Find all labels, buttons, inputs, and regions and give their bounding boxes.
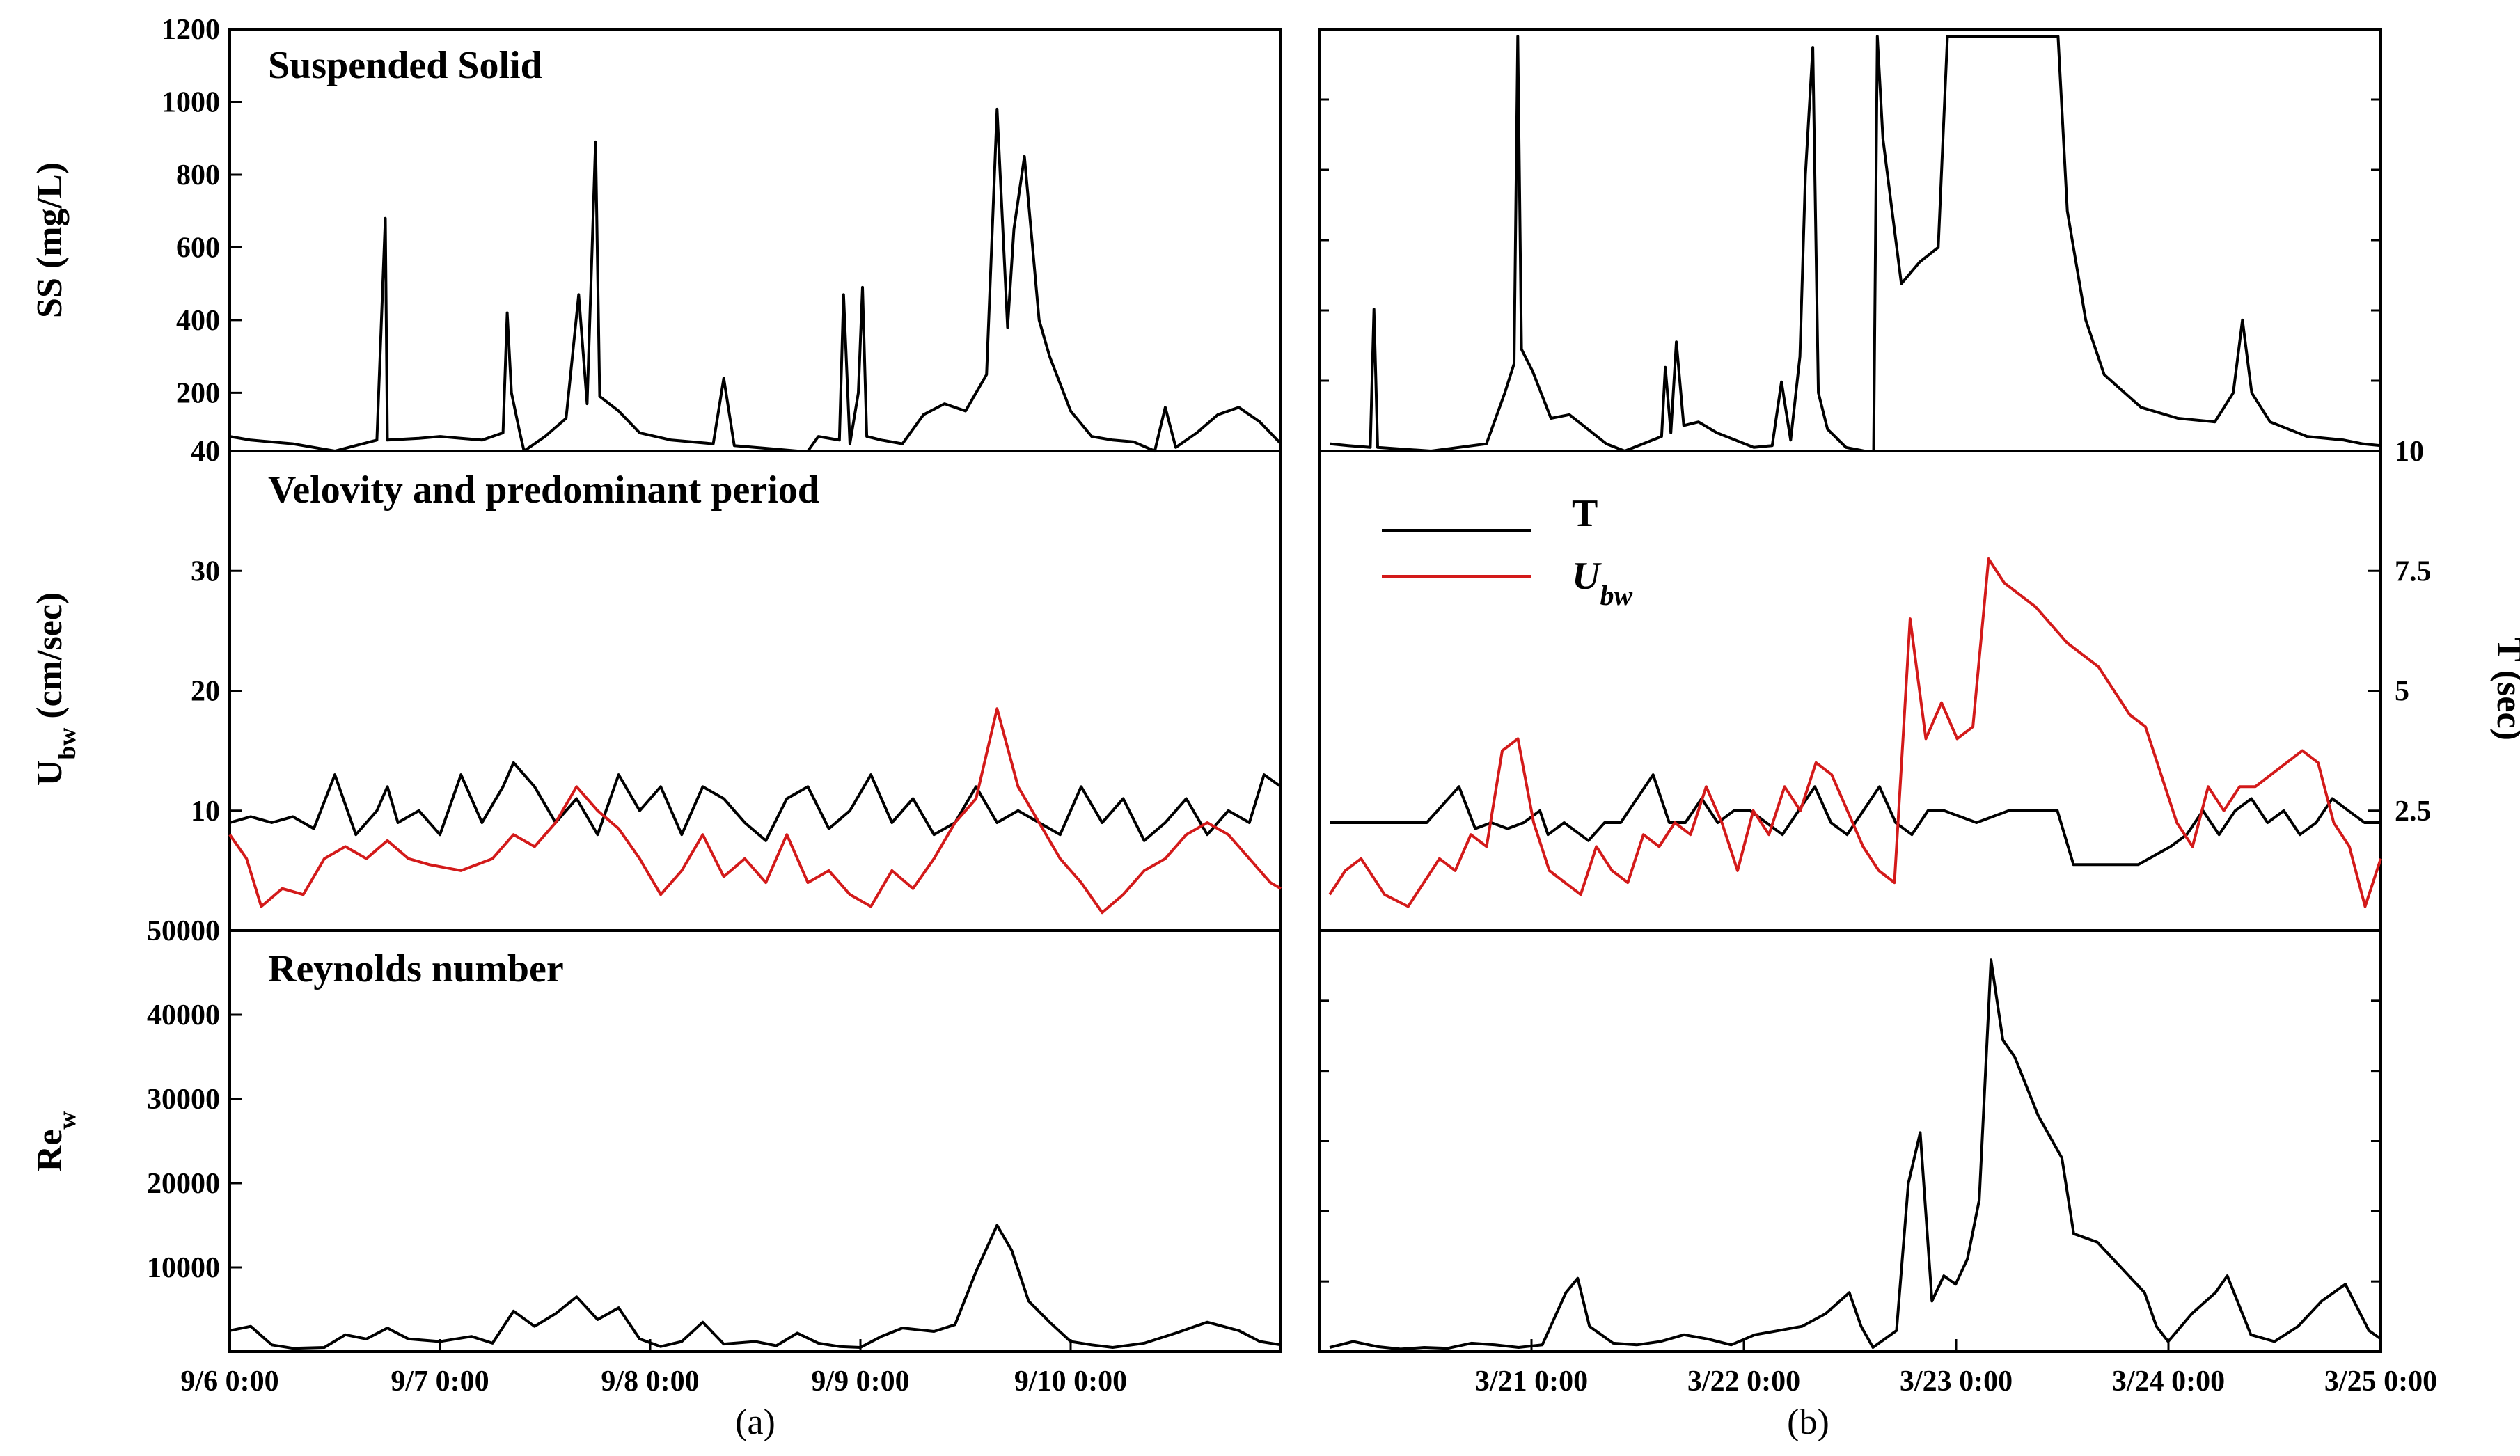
- y-tick-label: 50000: [147, 915, 220, 947]
- y-tick-label: 2.5: [2395, 796, 2432, 828]
- x-tick-label: 9/8 0:00: [601, 1366, 699, 1398]
- ss-title: Suspended Solid: [268, 44, 542, 87]
- T-series-a: [229, 761, 1282, 842]
- legend-T-label: T: [1572, 492, 1598, 535]
- T-series-b: [1330, 773, 2381, 867]
- y-tick-label: 800: [176, 159, 220, 191]
- y-tick-label: 10: [2395, 436, 2424, 468]
- re-sub: w: [53, 1111, 81, 1130]
- x-tick-label: 3/21 0:00: [1475, 1366, 1588, 1398]
- y-tick-label: 600: [176, 232, 220, 264]
- y-tick-label: 20: [191, 676, 220, 708]
- panel-label-a: (a): [735, 1402, 775, 1442]
- x-tick-label: 9/9 0:00: [811, 1366, 909, 1398]
- ubw-rest: (cm/sec): [30, 592, 70, 728]
- x-tick-label: 9/7 0:00: [391, 1366, 489, 1398]
- U-series-a: [228, 707, 1282, 915]
- y-tick-label: 200: [176, 377, 220, 409]
- ss-series-b: [1329, 35, 2381, 452]
- y-tick-label: 30000: [147, 1084, 220, 1116]
- ss-axis-title: SS (mg/L): [30, 162, 70, 318]
- x-tick-label: 9/6 0:00: [180, 1366, 278, 1398]
- t-axis-title: T (sec): [2489, 638, 2520, 741]
- y-tick-label: 20000: [147, 1168, 220, 1200]
- re-main: Re: [30, 1130, 70, 1172]
- y-tick-label: 40: [191, 436, 220, 468]
- panel-label-b: (b): [1787, 1402, 1829, 1442]
- y-tick-label: 7.5: [2395, 555, 2432, 587]
- ubw-main: U: [30, 760, 70, 786]
- legend-U-main: U: [1572, 555, 1602, 598]
- x-tick-label: 3/23 0:00: [1900, 1366, 2013, 1398]
- x-tick-label: 3/22 0:00: [1687, 1366, 1800, 1398]
- re-title: Reynolds number: [268, 947, 564, 990]
- y-tick-label: 1000: [162, 86, 220, 118]
- y-tick-label: 1200: [162, 14, 220, 46]
- re-series-b: [1329, 958, 2382, 1351]
- y-tick-label: 10000: [147, 1252, 220, 1284]
- U-series-b: [1328, 557, 2382, 908]
- ubw-axis-title: Ubw (cm/sec): [30, 592, 81, 786]
- y-tick-label: 40000: [147, 999, 220, 1031]
- y-tick-label: 30: [191, 555, 220, 587]
- re-series-a: [229, 1224, 1282, 1350]
- vel-title: Velovity and predominant period: [268, 468, 819, 512]
- y-tick-label: 5: [2395, 676, 2409, 708]
- x-tick-label: 9/10 0:00: [1014, 1366, 1127, 1398]
- re-axis-title: Rew: [30, 1111, 81, 1172]
- ss-series-a: [229, 107, 1282, 452]
- frame-a: [228, 28, 1282, 1353]
- x-tick-label: 3/25 0:00: [2324, 1366, 2437, 1398]
- x-tick-label: 3/24 0:00: [2112, 1366, 2225, 1398]
- y-tick-label: 10: [191, 796, 220, 828]
- y-tick-label: 400: [176, 305, 220, 337]
- ubw-sub: bw: [53, 728, 81, 760]
- legend-U-label: Ubw: [1572, 555, 1632, 611]
- legend-U-sub: bw: [1600, 580, 1632, 611]
- frame-b: [1318, 28, 2382, 1353]
